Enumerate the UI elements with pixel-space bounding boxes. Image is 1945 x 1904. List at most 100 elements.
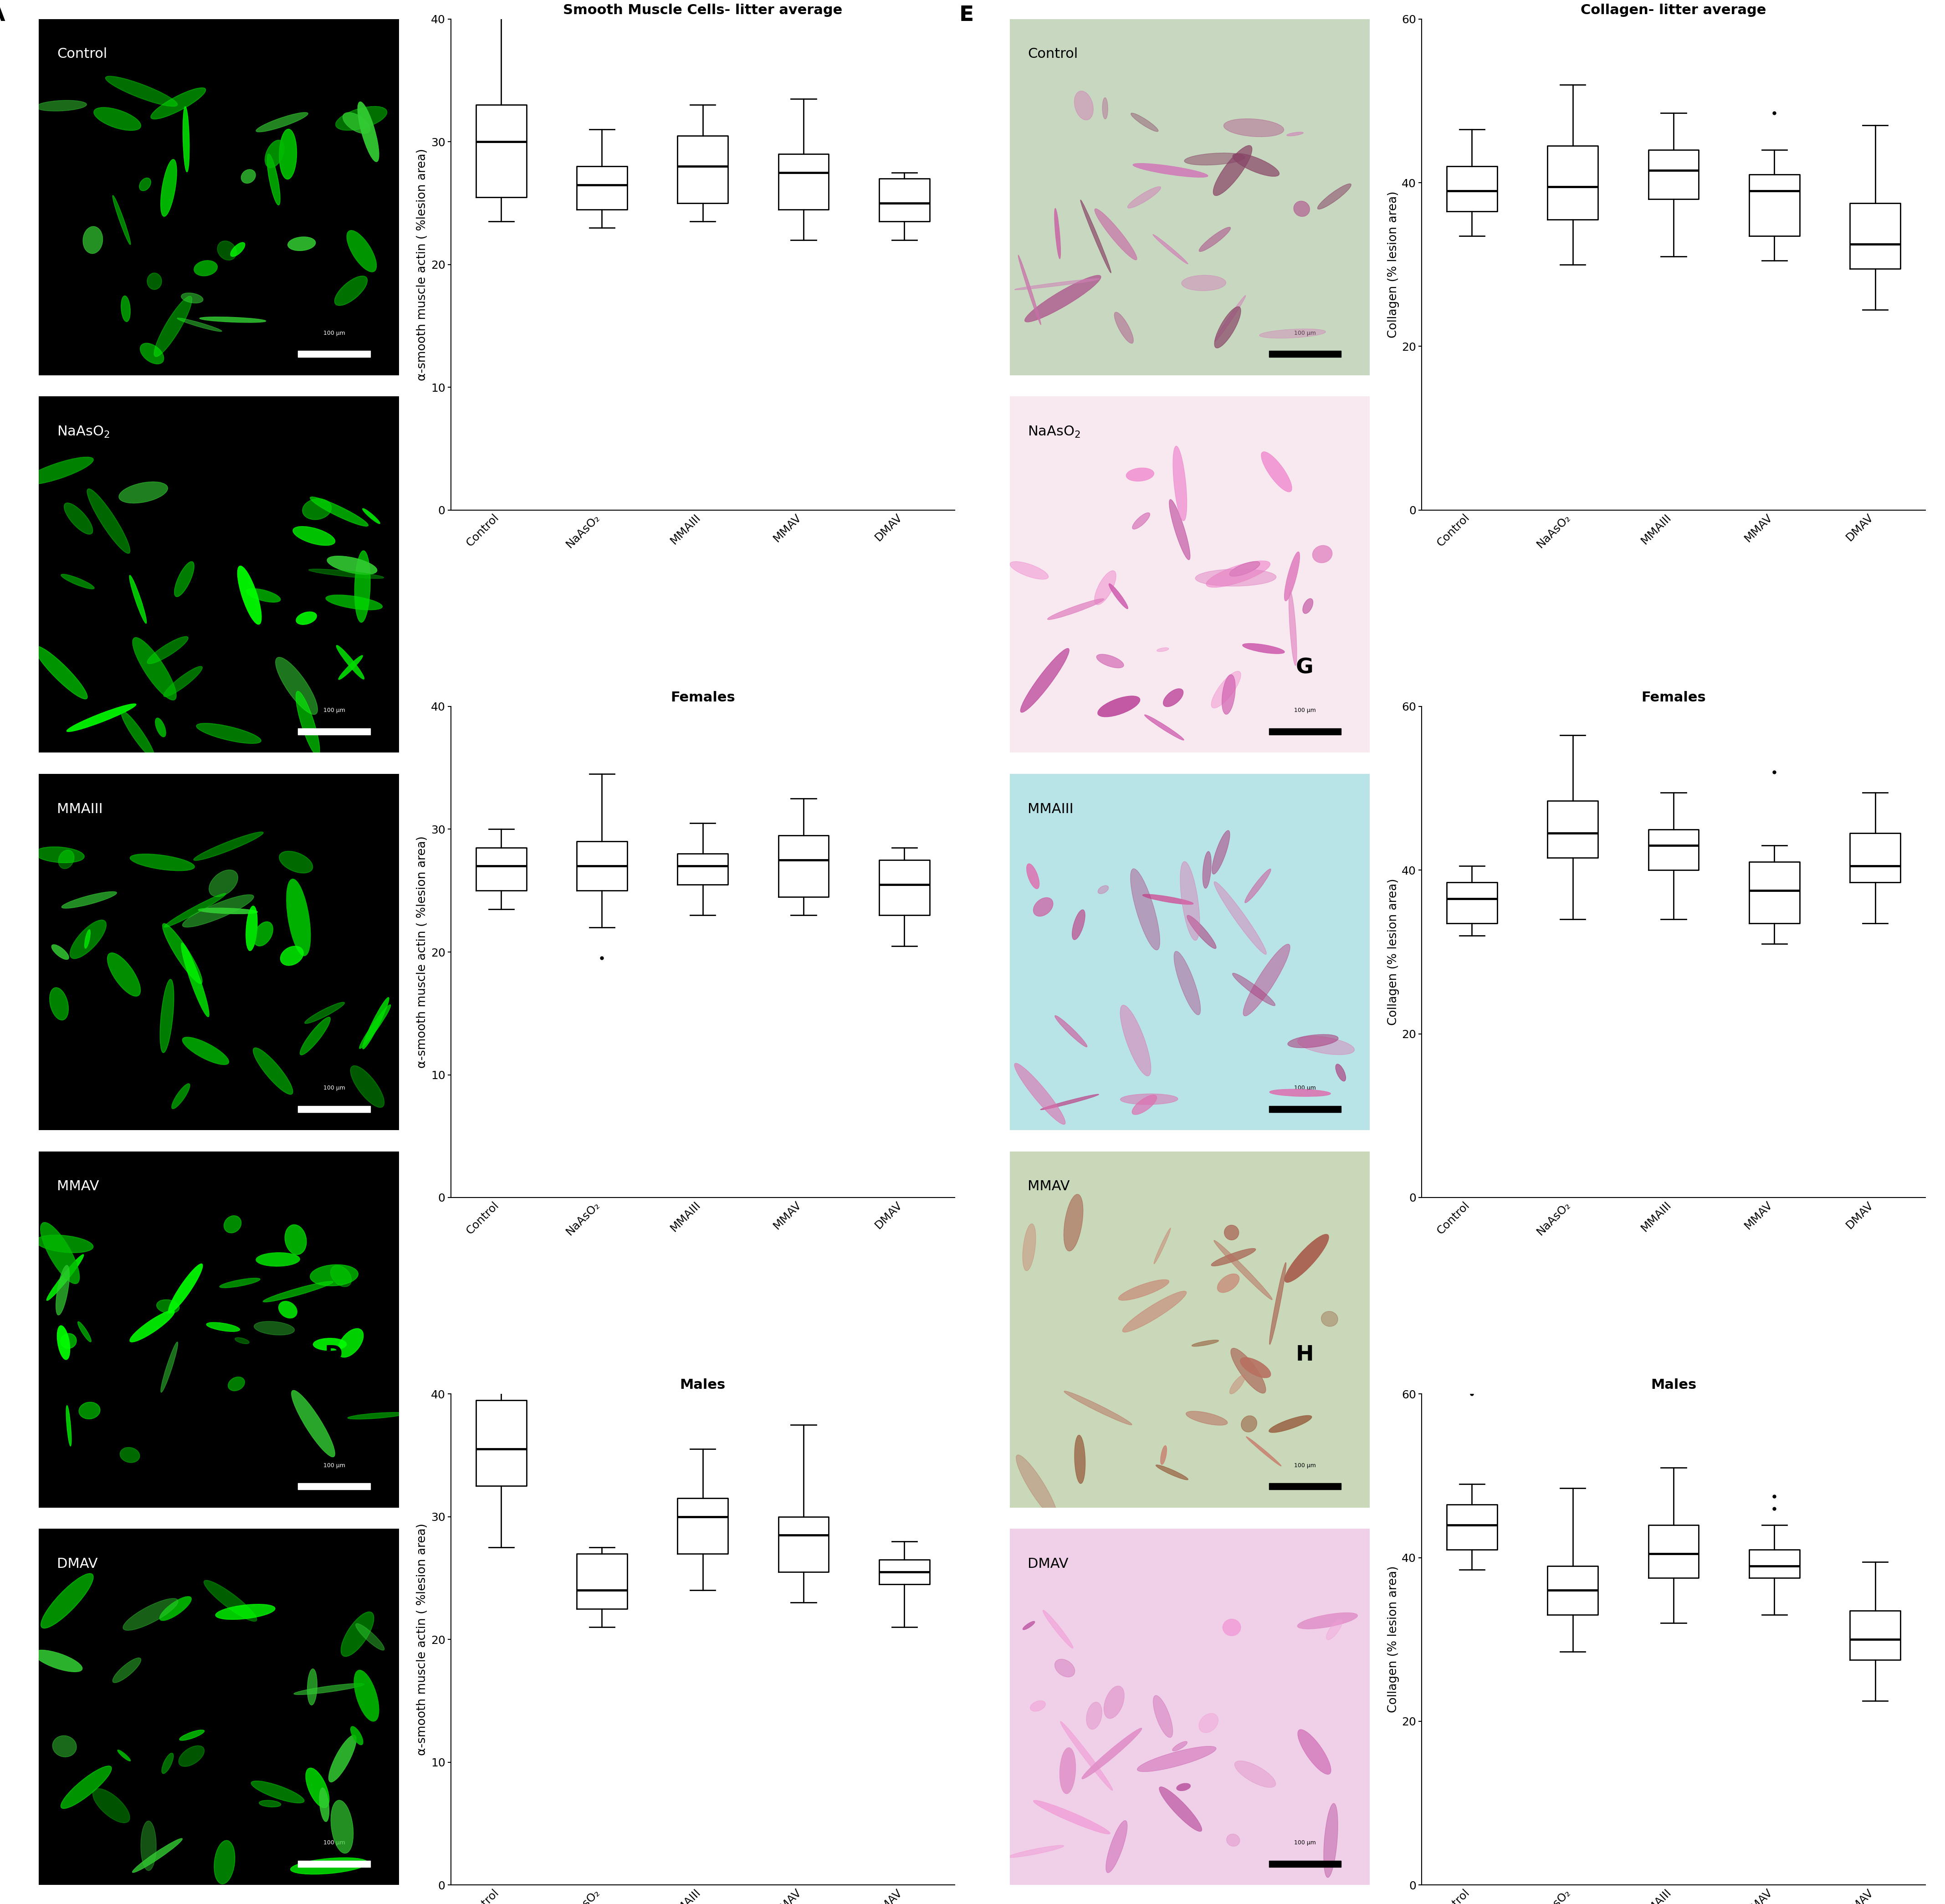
Ellipse shape [161,1754,173,1775]
Ellipse shape [1054,1658,1076,1677]
Ellipse shape [1181,276,1225,291]
Text: 100 μm: 100 μm [1293,1839,1317,1845]
Bar [298,1483,370,1489]
Ellipse shape [121,1447,140,1462]
Ellipse shape [1097,655,1124,668]
Y-axis label: α-smooth muscle actin ( %lesion area): α-smooth muscle actin ( %lesion area) [416,836,428,1068]
Ellipse shape [235,1337,249,1344]
Ellipse shape [47,1255,84,1300]
Ellipse shape [1163,689,1183,706]
Ellipse shape [1321,1312,1338,1327]
Ellipse shape [1118,1279,1169,1300]
Ellipse shape [1144,714,1185,741]
Bar [1268,1106,1340,1112]
Ellipse shape [1181,861,1200,941]
Y-axis label: Collagen (% lesion area): Collagen (% lesion area) [1387,190,1398,339]
Ellipse shape [276,657,317,714]
Ellipse shape [1293,202,1309,217]
Ellipse shape [325,594,383,609]
Ellipse shape [130,1310,175,1342]
Ellipse shape [1336,1064,1346,1081]
Ellipse shape [1212,830,1229,874]
Ellipse shape [257,1253,300,1266]
Ellipse shape [216,1605,274,1620]
Bar [1268,729,1340,735]
Ellipse shape [1081,1729,1142,1778]
Ellipse shape [1326,1620,1342,1639]
Ellipse shape [163,666,202,697]
Ellipse shape [1054,208,1060,259]
Ellipse shape [1186,916,1216,948]
Ellipse shape [280,129,298,179]
Ellipse shape [140,1820,156,1870]
Ellipse shape [41,1573,93,1628]
Ellipse shape [1064,1392,1132,1424]
Ellipse shape [1008,1845,1064,1858]
Ellipse shape [1025,276,1101,322]
Ellipse shape [200,316,266,322]
Ellipse shape [309,1264,358,1285]
Ellipse shape [1235,1761,1276,1788]
Ellipse shape [1214,295,1245,341]
Ellipse shape [362,508,379,524]
Ellipse shape [1074,1436,1085,1483]
Ellipse shape [307,1668,317,1706]
Ellipse shape [1031,1700,1046,1712]
Ellipse shape [56,1325,70,1359]
Ellipse shape [152,88,206,120]
Ellipse shape [132,1839,183,1872]
Ellipse shape [1087,1702,1103,1729]
Ellipse shape [259,1801,280,1807]
Ellipse shape [163,893,226,927]
Ellipse shape [1064,1194,1083,1251]
Ellipse shape [354,550,370,623]
Ellipse shape [1015,1062,1066,1125]
Ellipse shape [154,297,193,356]
Ellipse shape [156,718,165,737]
Ellipse shape [1284,552,1299,602]
Ellipse shape [64,503,93,535]
Ellipse shape [123,1597,179,1630]
Ellipse shape [53,1736,76,1757]
Ellipse shape [1214,145,1253,196]
Text: 100 μm: 100 μm [1293,1085,1317,1091]
Ellipse shape [1169,499,1190,560]
Ellipse shape [338,1329,364,1358]
Ellipse shape [1303,598,1313,613]
Ellipse shape [1223,1224,1239,1240]
Ellipse shape [35,645,88,699]
Ellipse shape [1060,1748,1076,1794]
Ellipse shape [1223,1618,1241,1636]
Ellipse shape [1132,512,1149,529]
Ellipse shape [1260,451,1291,491]
Ellipse shape [338,655,362,680]
Ellipse shape [1107,1820,1128,1874]
Title: Males: Males [681,1378,725,1392]
Ellipse shape [1233,154,1280,177]
Ellipse shape [1142,895,1194,904]
Ellipse shape [1027,864,1039,889]
Ellipse shape [1202,851,1212,889]
Ellipse shape [1015,1455,1058,1517]
Ellipse shape [60,575,93,588]
Ellipse shape [1017,255,1041,326]
Text: 100 μm: 100 μm [1293,1462,1317,1468]
Ellipse shape [327,556,377,575]
Ellipse shape [1130,112,1159,131]
Ellipse shape [117,1750,130,1761]
Ellipse shape [84,929,89,948]
Ellipse shape [1325,1803,1338,1877]
Text: 100 μm: 100 μm [323,1839,344,1845]
Ellipse shape [301,499,331,520]
Ellipse shape [1198,1714,1218,1733]
Ellipse shape [1297,1036,1354,1055]
Ellipse shape [183,107,189,171]
Ellipse shape [156,1300,179,1314]
Ellipse shape [1206,562,1270,586]
Text: MMAV: MMAV [56,1180,99,1194]
Ellipse shape [280,851,313,874]
Ellipse shape [175,562,195,596]
Text: Control: Control [56,48,107,61]
Ellipse shape [292,1390,335,1457]
Text: MMAV: MMAV [1027,1180,1070,1194]
